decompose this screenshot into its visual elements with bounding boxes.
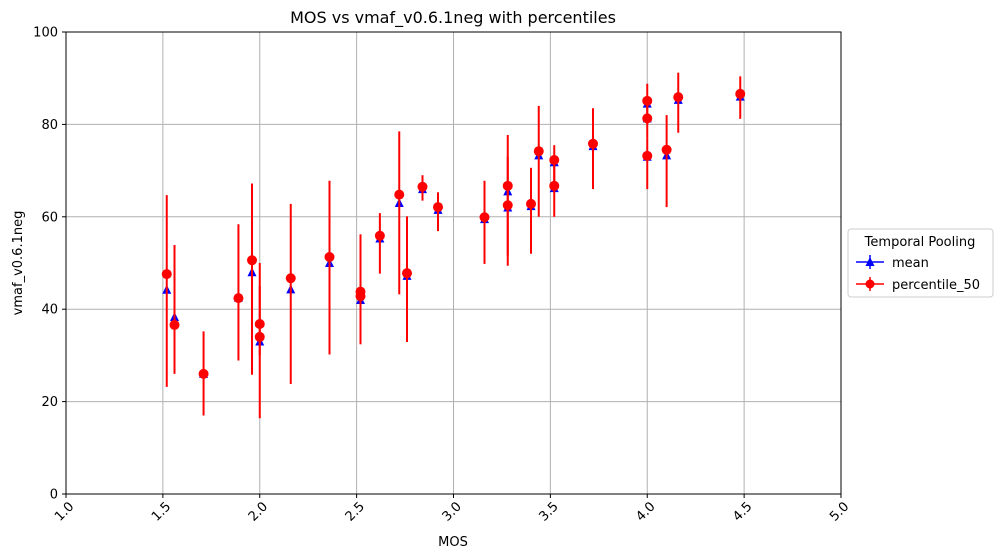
percentile-point <box>533 146 544 157</box>
percentile-point <box>394 189 405 200</box>
percentile-point <box>642 150 653 161</box>
y-tick-label: 80 <box>41 118 58 133</box>
y-axis-label: vmaf_v0.6.1neg <box>11 211 26 316</box>
percentile-point <box>502 200 513 211</box>
percentile-point <box>479 212 490 223</box>
legend-entry-percentile-50: percentile_50 <box>856 277 980 293</box>
percentile-point <box>254 331 265 342</box>
percentile-point <box>161 269 172 280</box>
legend-label-percentile-50: percentile_50 <box>892 278 980 293</box>
percentile-point <box>549 154 560 165</box>
percentile-point <box>735 88 746 99</box>
y-tick-label: 60 <box>41 210 58 225</box>
data-marks <box>161 72 746 419</box>
y-tick-label: 100 <box>33 26 58 41</box>
percentile-point <box>374 230 385 241</box>
legend-label-mean: mean <box>892 256 929 271</box>
percentile-point <box>285 273 296 284</box>
chart-title: MOS vs vmaf_v0.6.1neg with percentiles <box>290 8 616 28</box>
legend-triangle-marker <box>865 257 875 266</box>
legend: Temporal Pooling mean percentile_50 <box>847 228 994 298</box>
percentile-point <box>526 198 536 209</box>
percentile-point <box>433 202 443 213</box>
legend-circle-marker <box>865 279 875 289</box>
percentile-point <box>254 318 265 329</box>
x-axis-label: MOS <box>438 535 468 550</box>
legend-entry-mean: mean <box>856 255 929 271</box>
legend-box <box>847 228 994 298</box>
percentile-point <box>324 251 335 262</box>
y-tick-label: 0 <box>50 488 58 503</box>
y-ticks: 0 20 40 60 80 100 <box>33 26 66 503</box>
percentile-point <box>233 293 244 304</box>
percentile-point <box>502 180 513 191</box>
percentile-point <box>549 180 560 191</box>
percentile-point <box>247 255 257 266</box>
y-tick-label: 40 <box>41 303 58 318</box>
percentile-point <box>642 113 653 124</box>
percentile-point <box>169 319 180 330</box>
percentile-point <box>402 268 412 279</box>
y-tick-label: 20 <box>41 395 58 410</box>
percentile-point <box>642 95 653 106</box>
percentile-point <box>673 92 684 103</box>
percentile-point <box>417 181 428 192</box>
percentile-point <box>588 138 598 149</box>
legend-title: Temporal Pooling <box>864 235 976 250</box>
percentile-point <box>198 368 209 379</box>
percentile-point <box>661 144 672 155</box>
percentile-point <box>355 286 366 297</box>
